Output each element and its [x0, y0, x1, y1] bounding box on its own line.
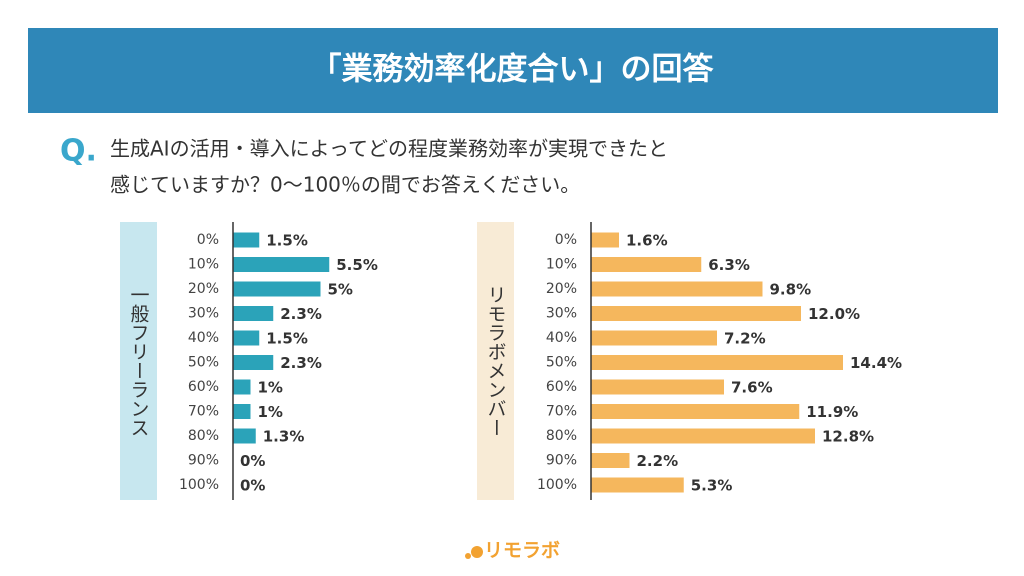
header-band	[28, 28, 998, 113]
category-label: 0%	[555, 232, 577, 248]
value-label: 1.3%	[263, 428, 305, 446]
value-label: 2.2%	[637, 452, 679, 470]
bar	[591, 428, 815, 444]
category-label: 10%	[546, 257, 577, 273]
value-label: 9.8%	[770, 281, 812, 299]
group-label-box	[477, 222, 514, 500]
bar	[233, 281, 321, 297]
category-label: 100%	[537, 477, 577, 493]
group-label-box	[120, 222, 157, 500]
category-label: 60%	[546, 379, 577, 395]
bar	[591, 330, 717, 346]
value-label: 5%	[328, 281, 353, 299]
bar	[233, 355, 274, 370]
value-label: 2.3%	[280, 354, 322, 372]
value-label: 0%	[240, 452, 265, 470]
category-label: 100%	[179, 477, 219, 493]
logo-icon	[471, 546, 483, 558]
value-label: 0%	[240, 477, 265, 495]
value-label: 2.3%	[280, 305, 322, 323]
bar	[591, 306, 801, 321]
category-label: 30%	[188, 306, 219, 322]
category-label: 70%	[546, 404, 577, 420]
value-label: 6.3%	[708, 256, 750, 274]
page-title: 「業務効率化度合い」の回答	[311, 52, 715, 88]
bar	[233, 428, 256, 444]
bar	[591, 355, 843, 370]
bar	[233, 330, 260, 346]
value-label: 5.3%	[691, 477, 733, 495]
category-label: 40%	[188, 330, 219, 346]
category-label: 90%	[546, 453, 577, 469]
category-label: 90%	[188, 453, 219, 469]
value-label: 12.8%	[822, 428, 874, 446]
category-label: 50%	[188, 355, 219, 371]
value-label: 1%	[258, 379, 283, 397]
bar	[591, 404, 800, 419]
bar	[233, 404, 251, 419]
category-label: 30%	[546, 306, 577, 322]
category-label: 50%	[546, 355, 577, 371]
logo: リモラボ	[484, 540, 560, 562]
bar	[591, 477, 684, 493]
value-label: 1.5%	[266, 232, 308, 250]
bar	[233, 306, 274, 321]
logo-icon	[465, 553, 471, 559]
value-label: 14.4%	[850, 354, 902, 372]
category-label: 20%	[546, 281, 577, 297]
value-label: 1%	[258, 403, 283, 421]
bar	[233, 232, 260, 248]
question-line: 生成AIの活用・導入によってどの程度業務効率が実現できたと	[110, 137, 668, 161]
category-label: 80%	[546, 428, 577, 444]
bar	[591, 379, 724, 395]
category-label: 70%	[188, 404, 219, 420]
category-label: 40%	[546, 330, 577, 346]
bar	[591, 453, 630, 468]
question-mark: Q.	[60, 134, 97, 169]
value-label: 11.9%	[806, 403, 858, 421]
value-label: 12.0%	[808, 305, 860, 323]
category-label: 20%	[188, 281, 219, 297]
group-label: 一般フリーランス	[128, 285, 150, 437]
value-label: 1.5%	[266, 330, 308, 348]
value-label: 7.6%	[731, 379, 773, 397]
group-label: リモラボメンバー	[485, 285, 507, 437]
bar	[591, 281, 763, 297]
category-label: 80%	[188, 428, 219, 444]
category-label: 10%	[188, 257, 219, 273]
value-label: 7.2%	[724, 330, 766, 348]
bar	[233, 257, 330, 272]
question-line: 感じていますか？0〜100％の間でお答えください。	[110, 173, 580, 197]
value-label: 5.5%	[336, 256, 378, 274]
value-label: 1.6%	[626, 232, 668, 250]
category-label: 0%	[197, 232, 219, 248]
category-label: 60%	[188, 379, 219, 395]
bar	[591, 257, 702, 272]
bar	[591, 232, 619, 248]
bar	[233, 379, 251, 395]
